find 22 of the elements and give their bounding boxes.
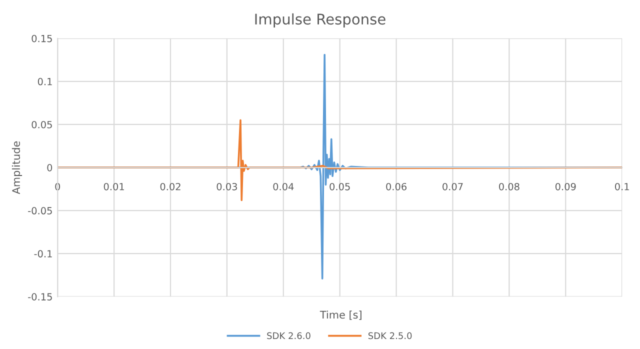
y-tick-label: -0.1: [34, 250, 52, 258]
legend-label: SDK 2.5.0: [368, 332, 412, 340]
y-tick-label: -0.15: [28, 293, 52, 300]
x-axis-title: Time [s]: [320, 310, 362, 320]
x-tick-label: 0.06: [386, 182, 406, 190]
y-tick-label: 0.15: [32, 34, 52, 42]
y-tick-label: -0.05: [28, 207, 52, 214]
legend-label: SDK 2.6.0: [267, 332, 310, 340]
chart-title: Impulse Response: [255, 13, 386, 28]
x-tick-label: 0.08: [499, 182, 520, 190]
x-tick-label: 0.04: [273, 182, 294, 190]
x-tick-label: 0.02: [160, 182, 180, 190]
x-tick-label: 0.1: [614, 182, 629, 190]
x-tick-label: 0.09: [555, 182, 576, 190]
y-tick-label: 0.05: [32, 120, 52, 128]
x-tick-label: 0.03: [216, 182, 237, 190]
x-tick-label: 0.07: [442, 182, 463, 190]
x-tick-label: 0.01: [104, 182, 124, 190]
x-tick-label: 0.05: [330, 182, 350, 190]
y-tick-label: 0: [47, 164, 52, 172]
y-tick-label: 0.1: [38, 78, 52, 86]
y-axis-title: Amplitude: [12, 141, 22, 194]
